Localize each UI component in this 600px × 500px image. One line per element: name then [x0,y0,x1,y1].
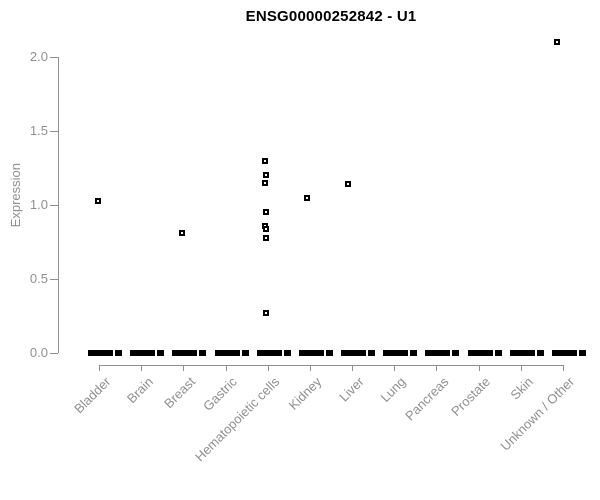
x-tick [520,365,522,371]
y-axis-title: Expression [8,163,23,228]
zero-cluster-bar [88,350,122,356]
data-point-marker [261,179,268,186]
zero-cluster-bar [551,350,586,356]
x-tick-label: Bladder [71,374,114,417]
x-tick [99,365,100,371]
x-tick-label: Unknown / Other [498,374,578,454]
x-axis-line [99,365,563,366]
y-tick-label: 1.0 [29,197,48,212]
x-tick-label: Skin [506,374,536,403]
zero-cluster-bar [298,350,333,356]
data-point-marker [303,194,310,201]
data-point-marker [262,234,269,241]
zero-cluster-bar [509,350,544,356]
x-tick-label: Breast [160,374,198,412]
data-point-marker [262,172,269,179]
x-tick-label: Liver [336,374,367,405]
data-point-marker [262,225,269,232]
y-tick [50,57,58,58]
y-tick-label: 0.0 [29,345,48,360]
x-tick-label: Prostate [448,374,494,419]
x-tick [183,365,185,371]
zero-cluster-bar [172,350,207,356]
y-tick [50,131,58,132]
data-point-marker [179,230,186,237]
x-tick [309,365,311,371]
zero-cluster-bar [341,350,376,356]
zero-cluster-bar [214,350,249,356]
zero-cluster-bar [383,350,418,356]
data-point-marker [345,181,352,188]
x-tick [352,365,354,371]
y-tick-label: 1.5 [29,123,48,138]
x-tick-label: Brain [123,374,156,407]
x-tick [225,365,227,371]
x-tick-label: Gastric [200,374,241,414]
y-axis-line [58,57,59,353]
y-tick [50,279,58,280]
x-tick-label: Lung [377,374,409,406]
x-tick [436,365,438,371]
data-point-marker [261,157,268,164]
zero-cluster-bar [256,350,291,356]
data-point-marker [262,209,269,216]
x-tick [478,365,480,371]
y-tick-label: 2.0 [29,49,48,64]
x-tick [562,365,564,371]
x-tick [267,365,269,371]
x-tick [141,365,143,371]
y-tick-label: 0.5 [29,271,48,286]
chart-title: ENSG00000252842 - U1 [245,8,417,25]
zero-cluster-bar [130,350,165,356]
x-tick-label: Pancreas [401,374,452,424]
x-tick-label: Kidney [285,374,325,413]
y-tick [50,353,58,354]
zero-cluster-bar [467,350,502,356]
data-point-marker [553,39,560,46]
y-tick [50,205,58,206]
x-tick-label: Hematopoietic cells [192,374,283,465]
data-point-marker [95,197,101,204]
x-tick [394,365,396,371]
zero-cluster-bar [425,350,460,356]
data-point-marker [262,310,269,317]
